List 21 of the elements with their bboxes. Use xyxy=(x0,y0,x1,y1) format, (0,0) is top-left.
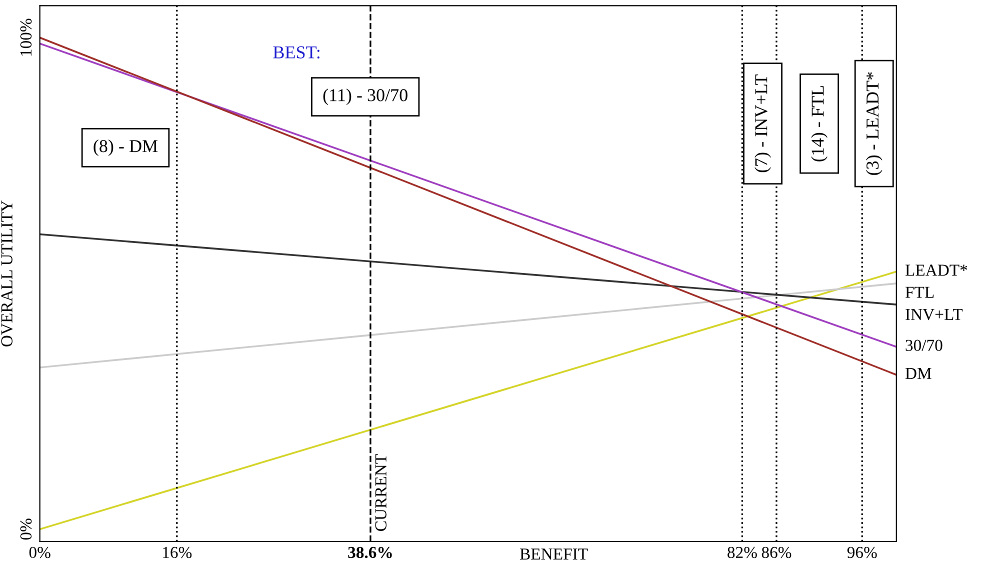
y-tick-label: 100% xyxy=(20,18,32,56)
annotation: (8) - DM xyxy=(94,140,158,156)
annotation: (3) - LEADT* xyxy=(866,72,882,175)
ref-line-label: CURRENT xyxy=(375,454,386,531)
x-axis-title: BENEFIT xyxy=(520,548,588,560)
y-axis-title: OVERALL UTILITY xyxy=(1,200,13,346)
annotation: BEST: xyxy=(273,46,320,59)
series-label: FTL xyxy=(905,286,934,298)
annotation: (14) - FTL xyxy=(811,86,828,162)
series-label: DM xyxy=(905,368,932,379)
annotation: (7) - INV+LT xyxy=(754,74,771,172)
x-tick-label: 82% xyxy=(728,546,757,558)
x-tick-label: 96% xyxy=(847,546,877,558)
series-label: INV+LT xyxy=(906,308,963,320)
annotation: (11) - 30/70 xyxy=(323,88,408,105)
x-tick-label: 38.6% xyxy=(348,546,392,558)
x-tick-label: 16% xyxy=(163,546,192,558)
series-label: LEADT* xyxy=(905,264,968,276)
x-tick-label: 86% xyxy=(762,546,792,558)
series-label: 30/70 xyxy=(906,340,942,352)
x-tick-label: 0% xyxy=(29,546,50,558)
